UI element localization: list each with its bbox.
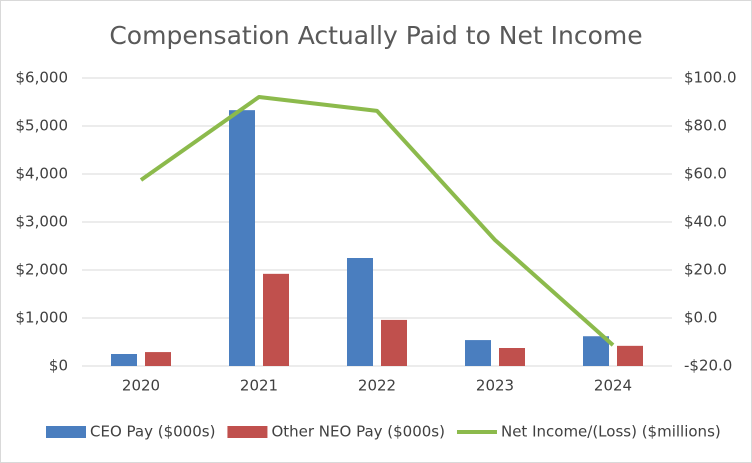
legend-label: Other NEO Pay ($000s)	[271, 423, 445, 441]
bar	[229, 110, 255, 366]
y2-tick-label: -$20.0	[684, 357, 732, 375]
x-tick-label: 2021	[240, 377, 278, 395]
x-tick-label: 2020	[122, 377, 160, 395]
bar	[499, 348, 525, 366]
bar	[145, 352, 171, 366]
y-tick-label: $4,000	[16, 165, 69, 183]
bar	[111, 354, 137, 366]
y-tick-label: $1,000	[16, 309, 69, 327]
x-tick-label: 2022	[358, 377, 396, 395]
bar	[381, 319, 407, 366]
x-tick-label: 2023	[476, 377, 514, 395]
y2-tick-label: $60.0	[684, 165, 727, 183]
y2-tick-label: $80.0	[684, 117, 727, 135]
y2-tick-label: $100.0	[684, 69, 737, 87]
y-tick-label: $6,000	[16, 69, 69, 87]
line	[139, 94, 615, 347]
y-tick-label: $3,000	[16, 213, 69, 231]
y-tick-label: $2,000	[16, 261, 69, 279]
legend-swatch	[227, 426, 268, 438]
bar	[465, 340, 491, 366]
bar	[263, 273, 289, 366]
y2-tick-label: $20.0	[684, 261, 727, 279]
bar	[347, 258, 373, 366]
legend-label: CEO Pay ($000s)	[90, 423, 215, 441]
y2-tick-label: $40.0	[684, 213, 727, 231]
legend-label: Net Income/(Loss) ($millions)	[501, 423, 721, 441]
bar	[583, 336, 609, 366]
y-tick-label: $5,000	[16, 117, 69, 135]
y2-tick-label: $0.0	[684, 309, 717, 327]
legend-swatch	[46, 426, 86, 438]
bar	[617, 345, 643, 366]
chart-title: Compensation Actually Paid to Net Income	[109, 21, 642, 50]
y-tick-label: $0	[49, 357, 68, 375]
x-tick-label: 2024	[594, 377, 632, 395]
